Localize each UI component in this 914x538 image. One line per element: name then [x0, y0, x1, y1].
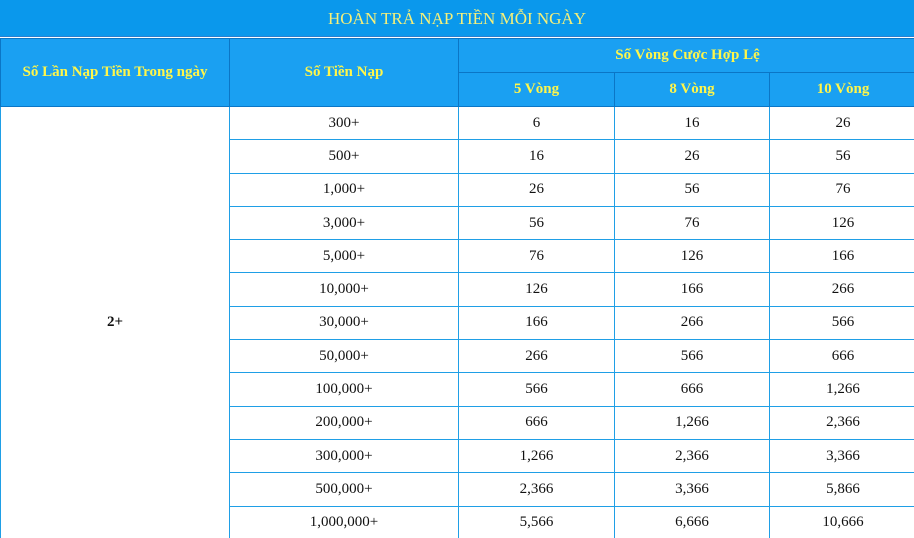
- table-row: 10,000+ 126 166 266: [1, 272, 914, 307]
- deposit-amount-cell: 500+: [229, 139, 459, 174]
- deposit-amount-cell: 200,000+: [229, 405, 459, 440]
- deposit-amount-cell: 300+: [229, 105, 459, 141]
- deposit-amount-cell: 300,000+: [229, 438, 459, 474]
- rounds-5-cell: 126: [458, 272, 615, 307]
- deposit-amount-cell: 30,000+: [229, 305, 459, 341]
- rounds-8-cell: 166: [614, 272, 770, 307]
- rounds-5-cell: 76: [458, 239, 615, 274]
- rounds-8-cell: 666: [614, 372, 770, 407]
- header-8-rounds: 8 Vòng: [614, 72, 770, 107]
- rounds-10-cell: 2,366: [768, 405, 914, 440]
- table-row: 50,000+ 266 566 666: [1, 339, 914, 374]
- table-row: 30,000+ 166 266 566: [1, 305, 914, 341]
- rounds-8-cell: 76: [614, 205, 770, 241]
- rounds-5-cell: 6: [458, 105, 615, 141]
- rounds-10-cell: 1,266: [768, 372, 914, 407]
- rounds-8-cell: 2,366: [614, 438, 770, 474]
- deposit-amount-cell: 50,000+: [229, 339, 459, 374]
- table-row: 200,000+ 666 1,266 2,366: [1, 405, 914, 440]
- table-header: Số Lần Nạp Tiền Trong ngày Số Tiền Nạp S…: [0, 38, 914, 107]
- header-deposit-count: Số Lần Nạp Tiền Trong ngày: [0, 38, 230, 107]
- deposit-amount-cell: 1,000+: [229, 172, 459, 207]
- table-row: 5,000+ 76 126 166: [1, 239, 914, 274]
- rounds-8-cell: 1,266: [614, 405, 770, 440]
- header-10-rounds: 10 Vòng: [768, 72, 914, 107]
- rounds-5-cell: 166: [458, 305, 615, 341]
- table-row: 500+ 16 26 56: [1, 139, 914, 174]
- rounds-5-cell: 56: [458, 205, 615, 241]
- rounds-10-cell: 166: [768, 239, 914, 274]
- table-row: 2+ 300+ 6 16 26: [0, 105, 914, 538]
- rounds-10-cell: 56: [768, 139, 914, 174]
- rounds-8-cell: 566: [614, 339, 770, 374]
- rounds-8-cell: 3,366: [614, 472, 770, 507]
- deposit-amount-cell: 10,000+: [229, 272, 459, 307]
- rounds-8-cell: 266: [614, 305, 770, 341]
- header-subrow: 5 Vòng 8 Vòng 10 Vòng: [1, 72, 914, 107]
- table-row: 100,000+ 566 666 1,266: [1, 372, 914, 407]
- deposit-amount-cell: 3,000+: [229, 205, 459, 241]
- rounds-8-cell: 6,666: [614, 505, 770, 538]
- rounds-10-cell: 3,366: [768, 438, 914, 474]
- table-row: 3,000+ 56 76 126: [1, 205, 914, 241]
- rounds-5-cell: 2,366: [458, 472, 615, 507]
- rounds-8-cell: 26: [614, 139, 770, 174]
- table-row: 1,000+ 26 56 76: [1, 172, 914, 207]
- header-row: Số Lần Nạp Tiền Trong ngày Số Tiền Nạp S…: [0, 38, 914, 107]
- deposit-count-cell: 2+: [0, 106, 230, 538]
- rounds-5-cell: 26: [458, 172, 615, 207]
- page-title: HOÀN TRẢ NẠP TIỀN MỖI NGÀY: [0, 0, 914, 37]
- rounds-8-cell: 16: [614, 105, 770, 141]
- table-row: 300,000+ 1,266 2,366 3,366: [1, 438, 914, 474]
- rounds-8-cell: 56: [614, 172, 770, 207]
- rounds-5-cell: 566: [458, 372, 615, 407]
- rounds-10-cell: 126: [768, 205, 914, 241]
- rounds-10-cell: 10,666: [768, 505, 914, 538]
- rounds-10-cell: 5,866: [768, 472, 914, 507]
- rebate-table: Số Lần Nạp Tiền Trong ngày Số Tiền Nạp S…: [0, 38, 914, 538]
- rounds-10-cell: 76: [768, 172, 914, 207]
- deposit-amount-cell: 5,000+: [229, 239, 459, 274]
- rounds-5-cell: 1,266: [458, 438, 615, 474]
- header-deposit-amount: Số Tiền Nạp: [229, 38, 459, 107]
- table-body: 2+ 300+ 6 16 26 500+ 16 26 56 1,000+ 26 56 76 3,000+ 5…: [0, 105, 914, 538]
- table-row: 1,000,000+ 5,566 6,666 10,666: [1, 505, 914, 538]
- rounds-10-cell: 26: [768, 105, 914, 141]
- rounds-5-cell: 16: [458, 139, 615, 174]
- deposit-amount-cell: 100,000+: [229, 372, 459, 407]
- header-5-rounds: 5 Vòng: [458, 72, 615, 107]
- rounds-5-cell: 666: [458, 405, 615, 440]
- deposit-amount-cell: 500,000+: [229, 472, 459, 507]
- header-valid-rounds: Số Vòng Cược Hợp Lệ: [457, 38, 914, 73]
- rounds-5-cell: 266: [458, 339, 615, 374]
- rounds-10-cell: 566: [768, 305, 914, 341]
- rounds-10-cell: 266: [768, 272, 914, 307]
- rounds-10-cell: 666: [768, 339, 914, 374]
- deposit-amount-cell: 1,000,000+: [229, 505, 459, 538]
- rounds-8-cell: 126: [614, 239, 770, 274]
- rounds-5-cell: 5,566: [458, 505, 615, 538]
